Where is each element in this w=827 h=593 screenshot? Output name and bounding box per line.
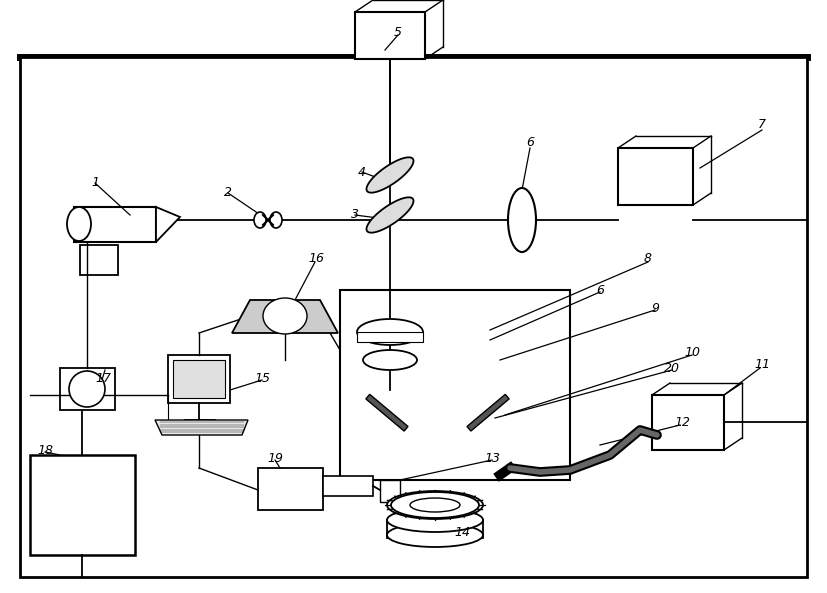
Polygon shape	[366, 197, 414, 232]
Text: 13: 13	[484, 451, 500, 464]
Ellipse shape	[254, 212, 266, 228]
Bar	[355, 12, 425, 59]
Bar	[168, 355, 230, 403]
Ellipse shape	[508, 188, 536, 252]
Text: 16: 16	[308, 251, 324, 264]
Ellipse shape	[263, 298, 307, 334]
Polygon shape	[366, 157, 414, 193]
Text: 12: 12	[674, 416, 690, 429]
Ellipse shape	[387, 491, 483, 519]
Text: 2: 2	[224, 187, 232, 199]
Text: 3: 3	[351, 209, 359, 222]
Polygon shape	[232, 300, 338, 333]
Text: 7: 7	[758, 119, 766, 132]
Ellipse shape	[387, 508, 483, 532]
Bar	[380, 480, 400, 502]
Text: 18: 18	[37, 444, 53, 457]
Ellipse shape	[391, 492, 479, 518]
Text: 11: 11	[754, 359, 770, 371]
Polygon shape	[155, 420, 248, 435]
Text: 10: 10	[684, 346, 700, 359]
Text: 4: 4	[358, 165, 366, 178]
Bar	[173, 360, 225, 398]
Bar	[80, 245, 118, 275]
Bar	[30, 455, 135, 555]
Text: 14: 14	[454, 527, 470, 540]
Bar	[20, 57, 807, 577]
Polygon shape	[156, 207, 180, 242]
Text: 17: 17	[95, 371, 111, 384]
Bar	[258, 468, 323, 510]
Ellipse shape	[387, 523, 483, 547]
Bar	[387, 520, 483, 538]
Polygon shape	[467, 394, 509, 431]
Text: 6: 6	[526, 136, 534, 149]
Text: 15: 15	[254, 371, 270, 384]
Bar	[74, 207, 156, 242]
Text: 20: 20	[664, 362, 680, 375]
Bar	[618, 148, 693, 205]
Text: 5: 5	[394, 27, 402, 40]
Polygon shape	[366, 394, 408, 431]
Text: 1: 1	[91, 177, 99, 190]
Text: 19: 19	[267, 451, 283, 464]
Ellipse shape	[69, 371, 105, 407]
Bar	[357, 332, 423, 342]
Text: 9: 9	[651, 301, 659, 314]
Ellipse shape	[410, 498, 460, 512]
Bar	[340, 290, 570, 480]
Ellipse shape	[363, 350, 417, 370]
Text: 6: 6	[596, 283, 604, 296]
Bar	[323, 476, 373, 496]
Ellipse shape	[270, 212, 282, 228]
Text: 8: 8	[644, 251, 652, 264]
Bar	[60, 368, 115, 410]
Bar	[652, 395, 724, 450]
Ellipse shape	[67, 207, 91, 241]
Ellipse shape	[357, 319, 423, 345]
